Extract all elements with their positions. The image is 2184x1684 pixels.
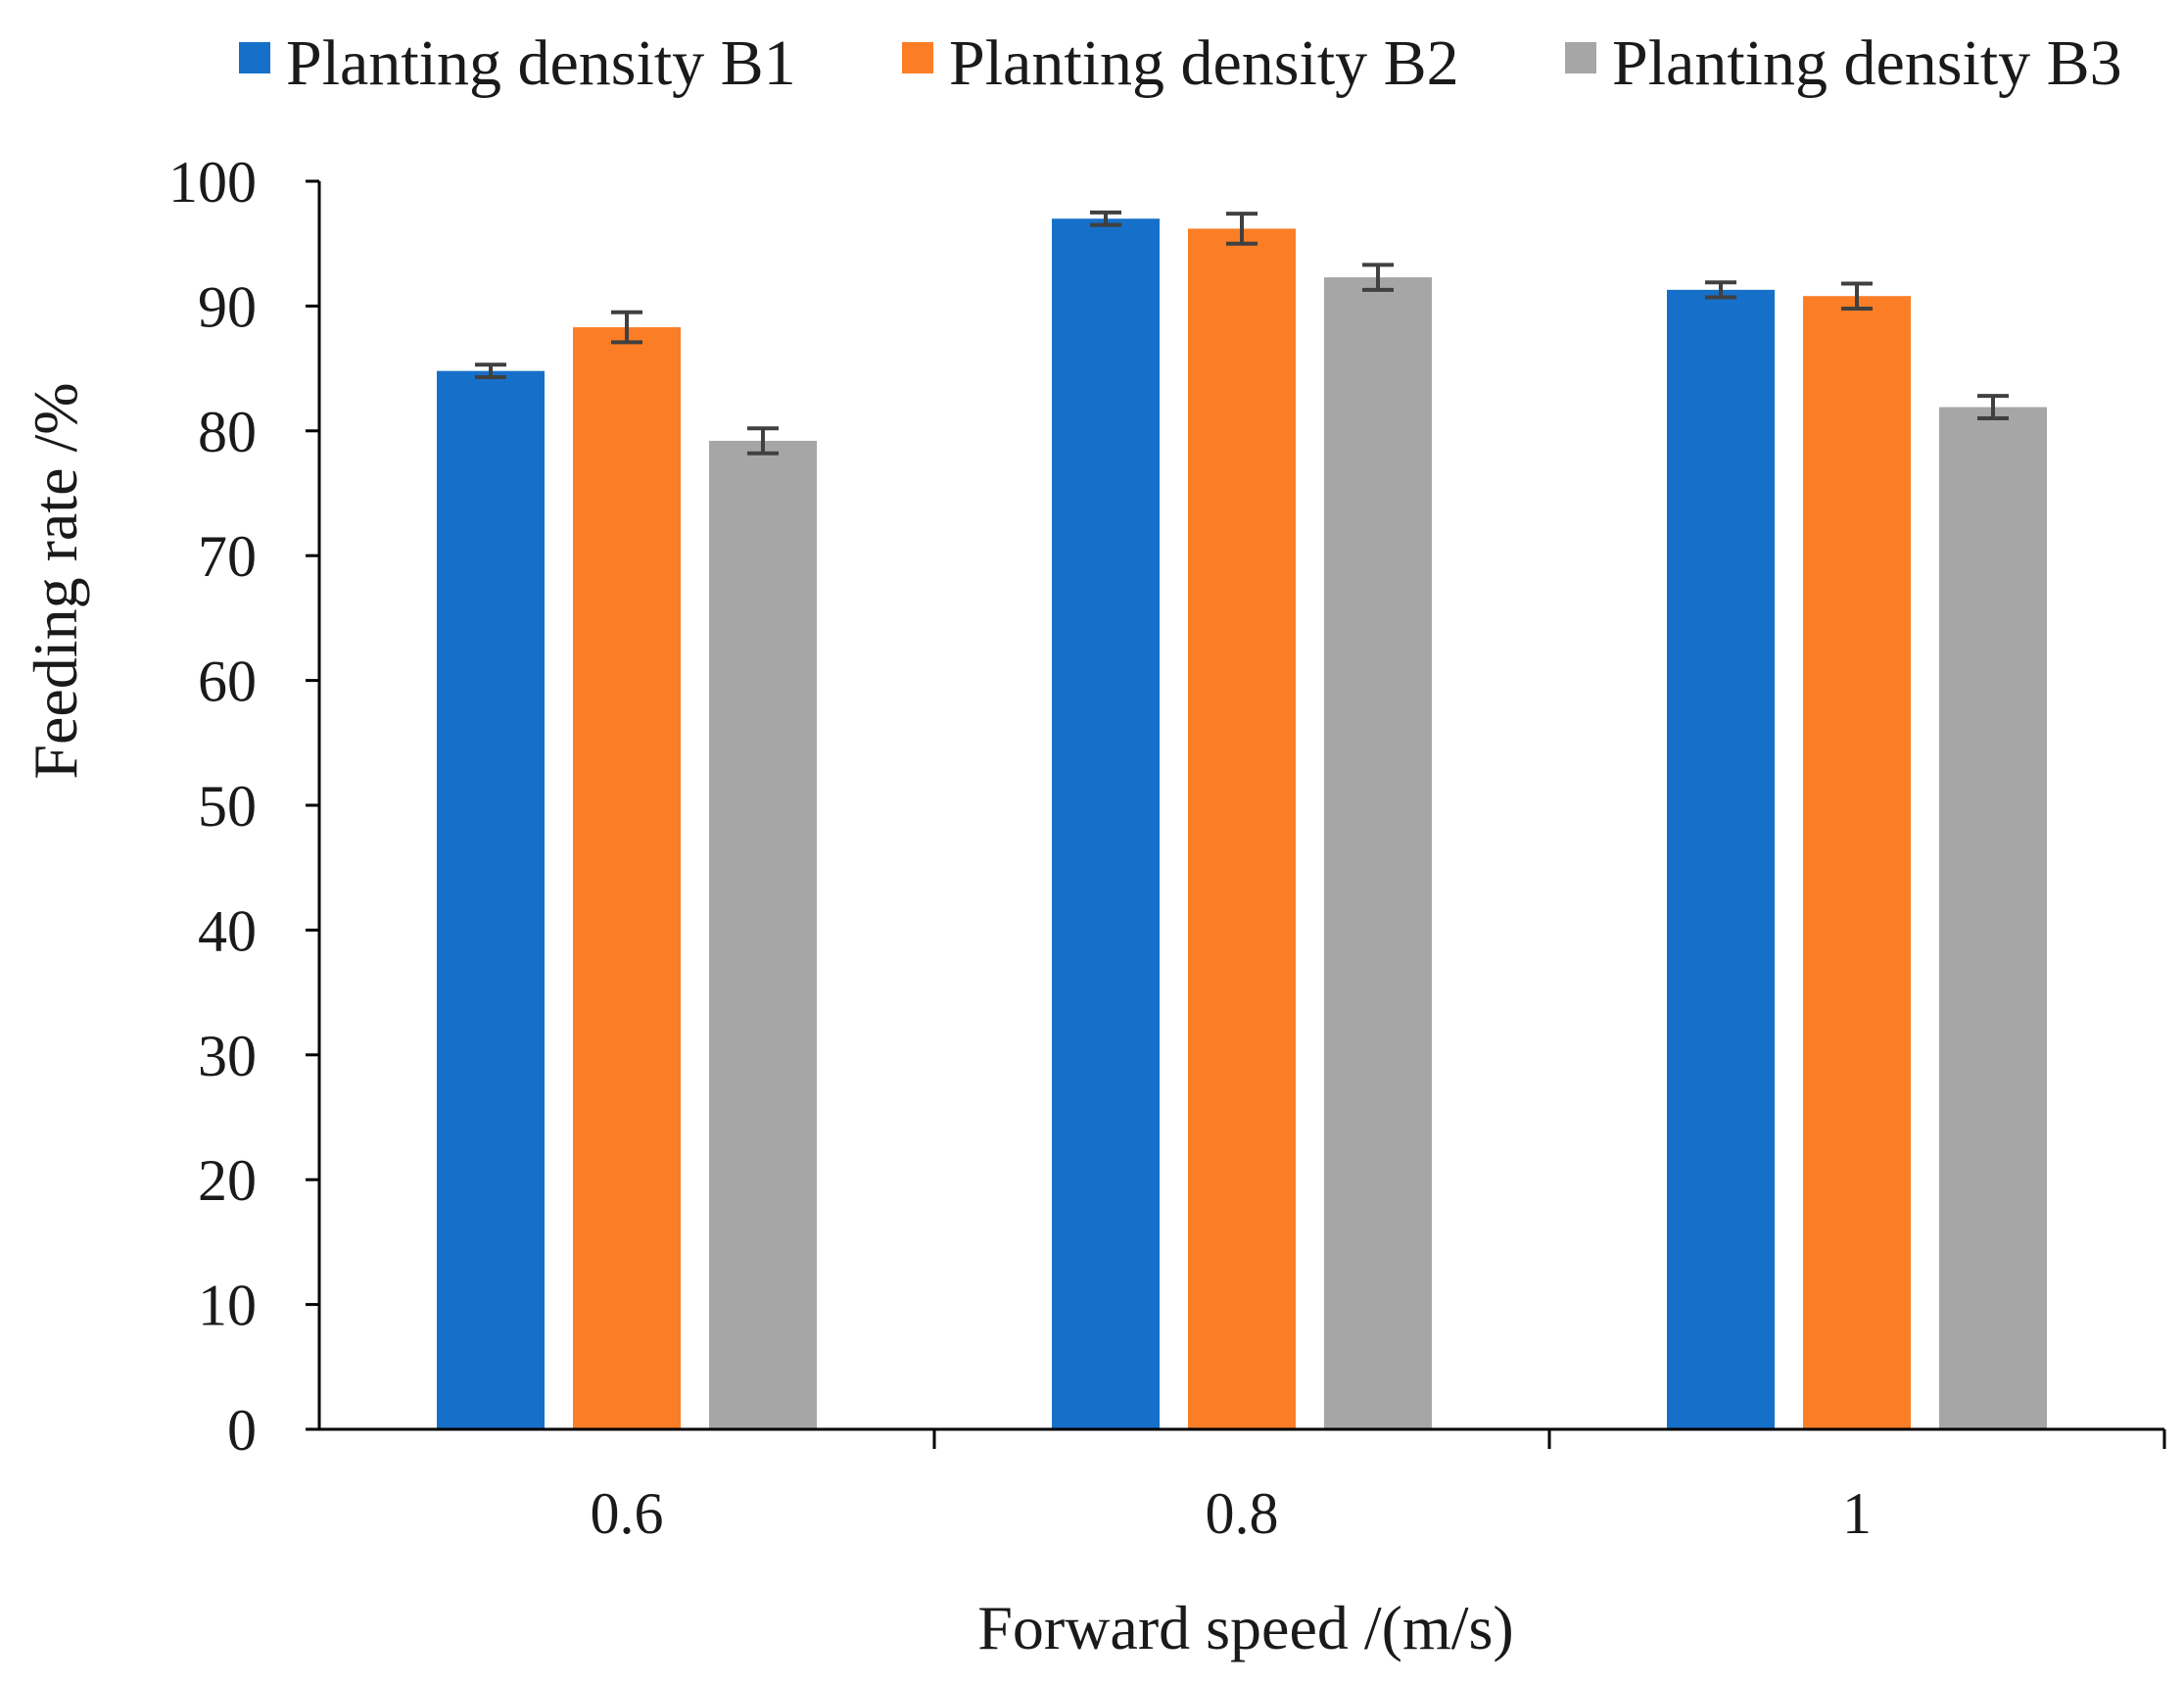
error-bars — [475, 210, 2009, 456]
y-tick-label: 30 — [198, 1024, 257, 1088]
y-tick-label: 0 — [227, 1398, 257, 1463]
y-tick-label: 80 — [198, 400, 257, 464]
legend: Planting density B1 Planting density B2 Pl… — [239, 27, 2122, 99]
y-tick-label: 90 — [198, 274, 257, 339]
bar-b1-0.6 — [437, 370, 545, 1430]
legend-label-b2: Planting density B2 — [949, 27, 1459, 99]
bar-b1-0.8 — [1052, 218, 1160, 1430]
legend-label-b3: Planting density B3 — [1612, 27, 2122, 99]
y-axis-title: Feeding rate /% — [21, 382, 90, 779]
bar-b3-0.6 — [709, 440, 817, 1429]
error-bar-b3-1 — [1977, 394, 2009, 421]
y-tick-label: 40 — [198, 898, 257, 963]
legend-label-b1: Planting density B1 — [286, 27, 796, 99]
error-bar-b1-0.6 — [475, 362, 506, 380]
y-tick-label: 100 — [168, 150, 257, 215]
axes — [317, 181, 2166, 1449]
bar-b1-1 — [1667, 289, 1775, 1429]
x-tick-label: 0.6 — [591, 1481, 664, 1546]
legend-swatch-b1 — [239, 42, 270, 73]
bars — [437, 218, 2047, 1430]
bar-b3-1 — [1939, 407, 2047, 1429]
x-tick-label: 1 — [1842, 1481, 1872, 1546]
y-tick-label: 10 — [198, 1274, 257, 1338]
error-bar-b3-0.8 — [1362, 263, 1394, 292]
error-bar-b1-0.8 — [1090, 210, 1121, 227]
error-bar-b3-0.6 — [747, 426, 779, 456]
bar-b2-0.6 — [573, 327, 681, 1430]
error-bar-b1-1 — [1705, 280, 1736, 300]
legend-swatch-b2 — [902, 42, 933, 73]
y-tick-label: 20 — [198, 1148, 257, 1213]
bar-b2-1 — [1803, 296, 1911, 1429]
bar-b3-0.8 — [1324, 277, 1432, 1429]
y-axis-ticks: 0 10 20 30 40 50 60 70 80 90 100 — [168, 150, 319, 1463]
x-axis-ticks: 0.6 0.8 1 — [591, 1481, 1873, 1546]
error-bar-b2-0.8 — [1226, 212, 1258, 246]
x-axis-title: Forward speed /(m/s) — [977, 1593, 1513, 1662]
legend-swatch-b3 — [1565, 42, 1596, 73]
y-tick-label: 60 — [198, 650, 257, 714]
error-bar-b2-0.6 — [611, 310, 642, 345]
error-bar-b2-1 — [1841, 281, 1873, 311]
y-tick-label: 70 — [198, 524, 257, 589]
bar-b2-0.8 — [1188, 228, 1296, 1430]
y-tick-label: 50 — [198, 774, 257, 839]
x-tick-label: 0.8 — [1206, 1481, 1279, 1546]
